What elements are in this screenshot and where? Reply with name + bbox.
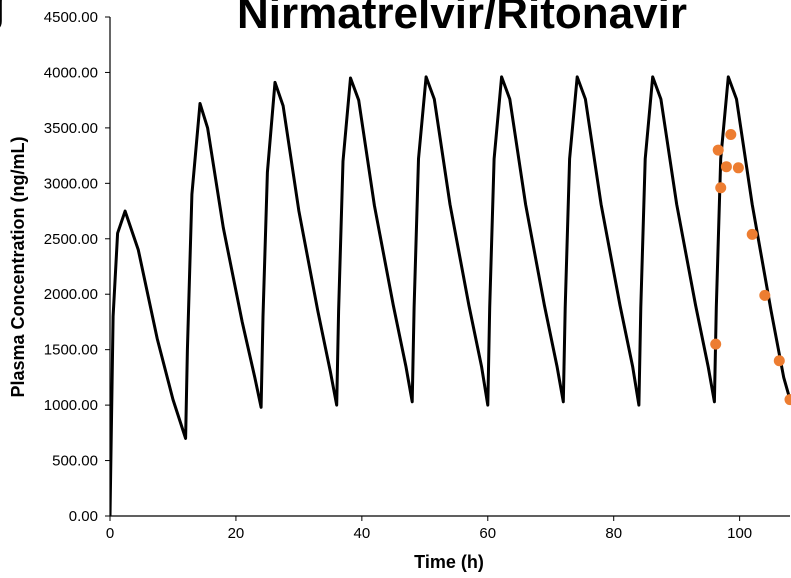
x-axis-ticks: 0 20 40 60 80 100 [106, 516, 752, 542]
y-tick-label: 1500.00 [44, 342, 98, 359]
panel-letter: g [0, 0, 5, 32]
y-axis-label: Plasma Concentration (ng/mL) [8, 136, 28, 397]
x-tick-label: 80 [605, 525, 622, 542]
x-tick-label: 100 [727, 525, 752, 542]
x-axis-label: Time (h) [414, 552, 484, 572]
x-tick-label: 20 [228, 525, 245, 542]
y-tick-label: 1000.00 [44, 397, 98, 414]
observed-data-point [773, 355, 785, 367]
y-tick-label: 0.00 [69, 508, 98, 525]
simulated-concentration-line [110, 75, 791, 517]
y-tick-label: 4000.00 [44, 64, 98, 81]
y-tick-label: 3500.00 [44, 120, 98, 137]
x-tick-label: 60 [479, 525, 496, 542]
observed-data-point [784, 394, 791, 406]
observed-data-point [710, 338, 722, 350]
observed-data-point [725, 129, 737, 141]
observed-data-point [720, 161, 732, 173]
x-tick-label: 40 [354, 525, 371, 542]
observed-data-point [715, 182, 727, 194]
y-tick-label: 2500.00 [44, 231, 98, 248]
observed-data-point [732, 162, 744, 174]
chart-title: Nirmatrelvir/Ritonavir [237, 0, 687, 38]
y-tick-label: 3000.00 [44, 175, 98, 192]
observed-data-point [746, 228, 758, 240]
plot-area [110, 75, 791, 517]
observed-data-point [712, 144, 724, 156]
y-tick-label: 2000.00 [44, 286, 98, 303]
x-tick-label: 0 [106, 525, 114, 542]
y-tick-label: 4500.00 [44, 9, 98, 26]
observed-data-point [759, 289, 771, 301]
y-tick-label: 500.00 [52, 453, 98, 470]
y-axis-ticks: 0.00 500.00 1000.00 1500.00 2000.00 2500.00 30… [44, 9, 110, 525]
